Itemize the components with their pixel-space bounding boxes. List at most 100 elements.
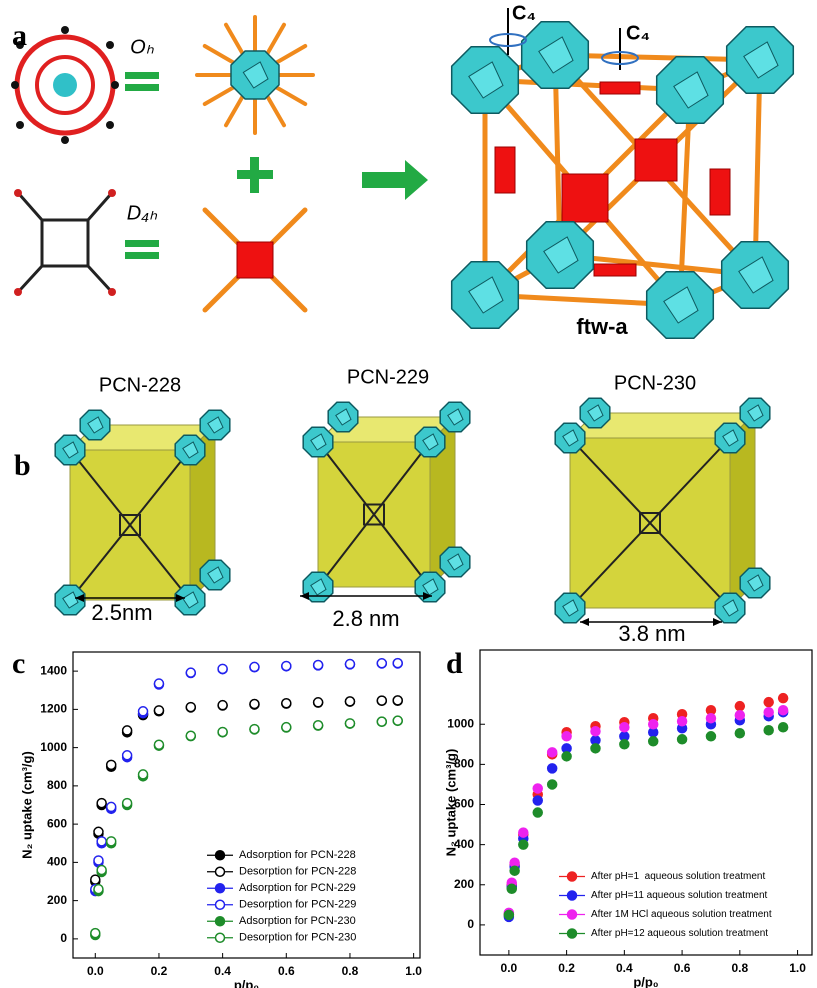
- data-point: [90, 927, 101, 939]
- dimension-arrow: [580, 618, 589, 626]
- plot-frame: [479, 649, 813, 956]
- y-tick-label: 0: [467, 917, 474, 931]
- legend-swatch: [566, 928, 578, 939]
- polyhedron-face: [468, 61, 504, 99]
- structure-name: PCN-228: [99, 374, 181, 396]
- data-point: [546, 779, 558, 790]
- polyhedron-face: [447, 553, 464, 571]
- polyhedron-face: [182, 591, 199, 609]
- data-point: [153, 739, 165, 751]
- atom: [108, 189, 116, 197]
- polyhedron-face: [587, 404, 604, 422]
- linker: [482, 77, 693, 93]
- x-tick-label: 1.0: [789, 961, 806, 975]
- data-point: [344, 658, 356, 670]
- data-point: [676, 715, 688, 727]
- data-point: [185, 667, 197, 678]
- data-point: [312, 659, 324, 671]
- porphyrin-square: [709, 168, 731, 216]
- x-tick-label: 1.0: [405, 964, 422, 978]
- data-point: [590, 743, 601, 754]
- polyhedron-face: [468, 276, 504, 314]
- polyhedron-face: [747, 404, 764, 422]
- polyhedron-face: [335, 408, 352, 426]
- data-point: [503, 909, 515, 921]
- data-point: [777, 692, 789, 704]
- legend-swatch: [214, 850, 226, 861]
- data-point: [734, 700, 746, 712]
- data-point: [376, 658, 388, 669]
- data-point: [281, 721, 292, 733]
- linker: [552, 52, 763, 63]
- panel-label: c: [12, 647, 25, 680]
- x-tick-label: 0.0: [87, 964, 104, 978]
- data-point: [249, 661, 260, 673]
- polyhedron-face: [663, 286, 699, 324]
- data-point: [619, 739, 630, 750]
- y-tick-label: 1200: [40, 702, 67, 716]
- data-point: [561, 731, 572, 742]
- polyhedron-face: [207, 416, 224, 434]
- polyhedron-face: [673, 71, 709, 109]
- size-label: 3.8 nm: [618, 621, 685, 646]
- legend-label: Adsorption for PCN-228: [239, 849, 356, 861]
- data-point: [676, 734, 688, 745]
- legend-label: Desorption for PCN-229: [239, 899, 356, 911]
- data-point: [281, 698, 292, 709]
- data-point: [93, 855, 104, 866]
- atom: [11, 81, 19, 89]
- dimension-arrow: [300, 592, 309, 600]
- atom: [61, 26, 69, 34]
- data-point: [647, 736, 659, 747]
- dimension-arrow: [176, 594, 185, 602]
- data-point: [376, 716, 388, 727]
- x-tick-label: 0.0: [501, 961, 518, 975]
- structure-name: PCN-229: [347, 366, 429, 388]
- legend-label: After pH=1 aqueous solution treatment: [591, 871, 765, 882]
- porphyrin-square: [634, 138, 678, 182]
- data-point: [96, 864, 107, 876]
- data-point: [93, 883, 104, 895]
- cluster-ring: [35, 55, 95, 115]
- schematics: [11, 8, 795, 626]
- rotation-arrow: [489, 33, 527, 47]
- data-point: [121, 750, 133, 761]
- legend-swatch: [566, 890, 578, 901]
- data-point: [546, 763, 558, 774]
- y-axis-label: N₂ uptake (cm³/g): [19, 751, 34, 859]
- data-point: [734, 728, 746, 739]
- data-point: [763, 706, 774, 718]
- legend-label: Desorption for PCN-230: [239, 932, 356, 944]
- atom: [111, 81, 119, 89]
- polyhedron-face: [207, 566, 224, 584]
- data-point: [96, 797, 107, 809]
- data-point: [734, 709, 746, 721]
- y-tick-label: 800: [47, 778, 67, 792]
- porphyrin-square: [593, 263, 637, 277]
- atom: [61, 136, 69, 144]
- polyhedron-face: [242, 61, 269, 89]
- porphyrin-core: [363, 503, 385, 526]
- porphyrin-square: [236, 241, 274, 279]
- data-point: [344, 718, 356, 729]
- data-point: [281, 660, 292, 672]
- data-point: [105, 759, 117, 771]
- atom: [106, 121, 114, 129]
- data-point: [249, 698, 260, 710]
- plot-frame: [72, 651, 421, 959]
- polyhedron-face: [62, 441, 79, 459]
- panel-label: a: [12, 19, 27, 52]
- y-tick-label: 600: [47, 816, 67, 830]
- linker: [317, 441, 431, 588]
- polyhedron-face: [538, 36, 574, 74]
- data-point: [105, 836, 117, 847]
- x-tick-label: 0.4: [214, 964, 231, 978]
- data-point: [153, 678, 165, 689]
- polyhedron-face: [422, 578, 439, 596]
- atom: [16, 121, 24, 129]
- symmetry-label: Oₕ: [130, 36, 155, 58]
- ligand-arm: [86, 194, 112, 221]
- data-point: [392, 695, 403, 706]
